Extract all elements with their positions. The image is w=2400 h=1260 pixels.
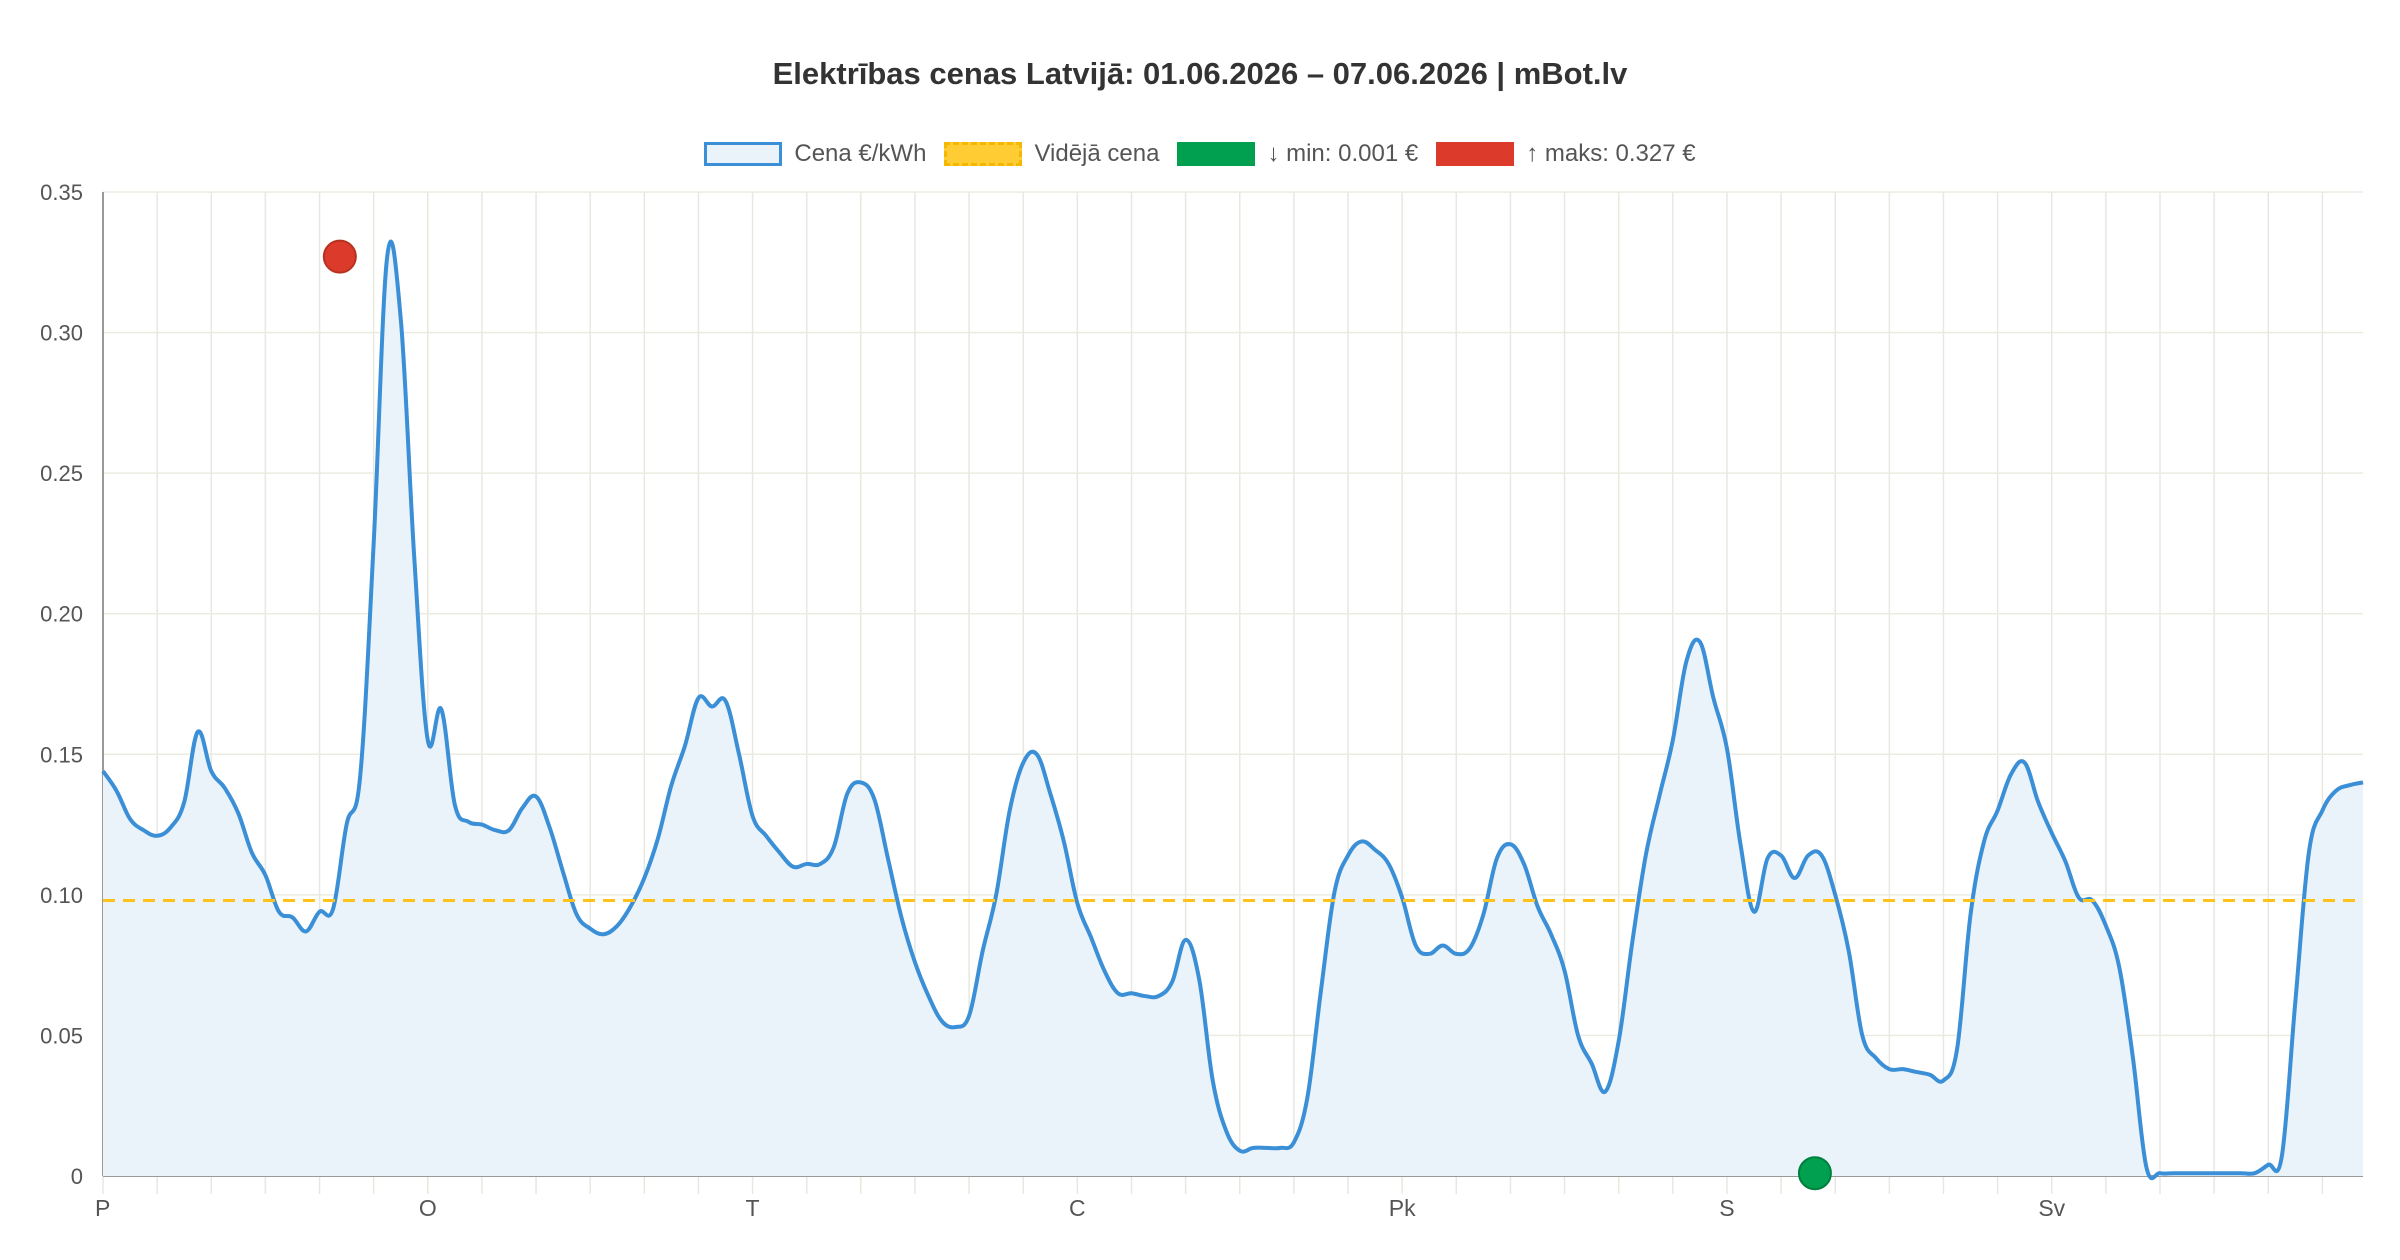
price-line <box>101 239 2364 1181</box>
x-tick-label: Sv <box>2038 1195 2065 1221</box>
price-series <box>101 239 2364 1181</box>
y-tick-label: 0.05 <box>40 1023 83 1048</box>
legend-swatch-max <box>1436 142 1515 166</box>
y-tick-label: 0.25 <box>40 461 83 486</box>
x-tick-label: C <box>1069 1195 1086 1221</box>
min-point-marker <box>1797 1156 1832 1191</box>
max-point-marker <box>322 239 357 274</box>
legend-swatch-average <box>944 142 1023 166</box>
y-tick-label: 0.30 <box>40 321 83 346</box>
y-tick-label: 0.20 <box>40 602 83 627</box>
x-tick-label: T <box>746 1195 760 1221</box>
legend-swatch-price <box>704 142 783 166</box>
y-tick-label: 0 <box>71 1164 83 1189</box>
legend-label-price: Cena €/kWh <box>794 140 927 167</box>
x-tick-label: O <box>419 1195 437 1221</box>
x-tick-label: S <box>1719 1195 1734 1221</box>
x-tick-label: Pk <box>1389 1195 1416 1221</box>
price-area-fill <box>103 241 2363 1179</box>
legend-label-max: ↑ maks: 0.327 € <box>1526 140 1696 167</box>
chart-title: Elektrības cenas Latvijā: 01.06.2026 – 0… <box>772 56 1628 91</box>
x-axis-ticks: P O T C Pk S Sv <box>95 1195 2066 1221</box>
legend-label-min: ↓ min: 0.001 € <box>1267 140 1419 167</box>
legend-item-price[interactable]: Cena €/kWh <box>704 140 926 168</box>
y-tick-label: 0.10 <box>40 883 83 908</box>
legend-item-min[interactable]: ↓ min: 0.001 € <box>1177 140 1418 168</box>
legend-swatch-min <box>1177 142 1256 166</box>
legend-label-average: Vidējā cena <box>1034 140 1160 167</box>
x-tick-label: P <box>95 1195 110 1221</box>
y-tick-label: 0.35 <box>40 180 83 205</box>
extrema-markers <box>322 239 1832 1191</box>
legend-item-max[interactable]: ↑ maks: 0.327 € <box>1436 140 1696 168</box>
y-tick-label: 0.15 <box>40 742 83 767</box>
legend-item-average[interactable]: Vidējā cena <box>944 140 1159 168</box>
y-axis-ticks: 0 0.05 0.10 0.15 0.20 0.25 0.30 0.35 <box>40 180 83 1189</box>
chart-legend: Cena €/kWh Vidējā cena ↓ min: 0.001 € ↑ … <box>0 140 2400 168</box>
